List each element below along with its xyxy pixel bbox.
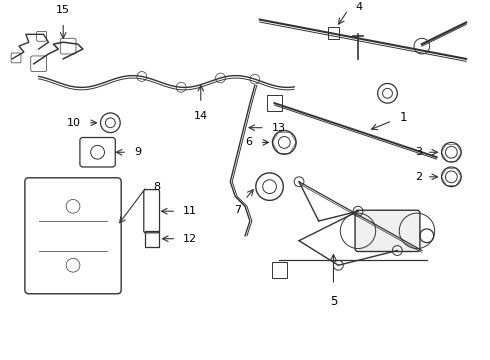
- Text: 4: 4: [355, 2, 362, 12]
- Text: 5: 5: [330, 295, 337, 308]
- Text: 7: 7: [235, 205, 242, 215]
- Text: 15: 15: [56, 5, 70, 15]
- Text: 12: 12: [183, 234, 197, 244]
- Text: 1: 1: [399, 111, 407, 124]
- Text: 9: 9: [134, 147, 141, 157]
- Text: 13: 13: [271, 123, 286, 133]
- Text: 6: 6: [245, 138, 252, 148]
- Text: 2: 2: [415, 172, 422, 182]
- Text: 3: 3: [415, 147, 422, 157]
- FancyBboxPatch shape: [355, 210, 420, 252]
- Text: 10: 10: [67, 118, 81, 128]
- Text: 14: 14: [194, 111, 208, 121]
- Text: 11: 11: [183, 206, 197, 216]
- Text: 8: 8: [153, 182, 161, 192]
